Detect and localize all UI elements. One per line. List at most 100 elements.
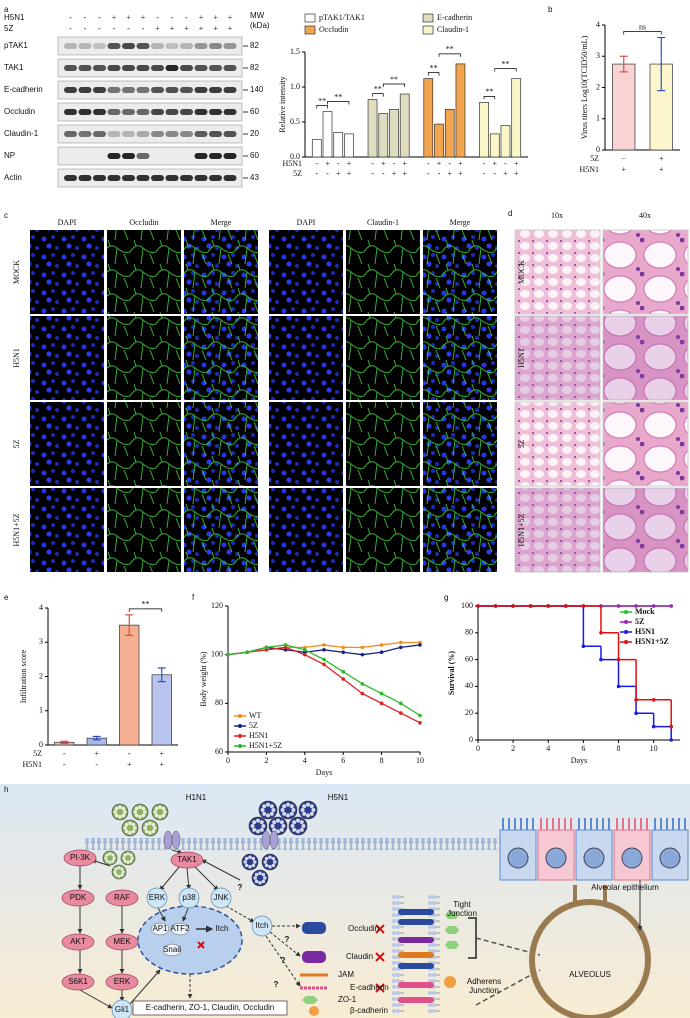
- x-row-label: -: [493, 169, 496, 178]
- y-tick-label: 0: [596, 145, 600, 154]
- virion-spike: [258, 871, 262, 875]
- blot-band: [107, 109, 121, 115]
- y-tick-label: 100: [211, 649, 223, 658]
- blot-strip: [57, 146, 243, 166]
- x-row-label: -: [326, 169, 329, 178]
- x-row-label: +: [447, 169, 452, 178]
- significance-bracket: [382, 83, 406, 87]
- panel-letter: b: [548, 5, 553, 14]
- dapi-stain: [269, 488, 343, 572]
- inhibition-cross: [375, 952, 385, 962]
- question-mark: ?: [281, 956, 286, 965]
- histology-image: [514, 487, 601, 573]
- virion-spike: [286, 802, 290, 807]
- y-tick-label: 4: [596, 20, 600, 29]
- schematic-label: PI-3K: [70, 853, 91, 862]
- virion-spike: [122, 856, 126, 860]
- point: [360, 682, 365, 686]
- legend-swatch: [422, 25, 434, 35]
- virion-spike: [279, 827, 284, 832]
- histology-image: [514, 315, 601, 401]
- x-row-label: -: [315, 159, 318, 168]
- claudin-icon: [302, 951, 326, 963]
- green-stain: [107, 230, 181, 314]
- green-stain: [423, 230, 497, 314]
- virion-spike: [252, 820, 257, 825]
- row-label: H5N1: [12, 348, 21, 368]
- legend-marker: [624, 620, 628, 624]
- mw-header: MW: [250, 11, 265, 20]
- green-stain: [184, 402, 258, 486]
- virion-spike: [254, 872, 259, 877]
- dapi-stain: [269, 402, 343, 486]
- inhibition-cross: [375, 924, 385, 934]
- cilia: [616, 818, 648, 830]
- virion-spike: [148, 831, 152, 835]
- panel-letter: d: [508, 209, 512, 218]
- virion-spike: [299, 827, 304, 832]
- virion-spike: [289, 811, 294, 816]
- virion-spike: [121, 806, 126, 811]
- blot-band: [136, 175, 150, 181]
- virion-spike: [251, 856, 256, 861]
- virion-spike: [309, 811, 314, 816]
- point: [379, 701, 384, 706]
- adherens-icon: [444, 976, 456, 988]
- virion-spike: [121, 813, 126, 818]
- signal-node: [105, 933, 139, 951]
- virion-spike: [134, 806, 139, 811]
- schematic-label: MEK: [113, 937, 131, 946]
- point: [418, 713, 422, 718]
- blot-band: [136, 153, 150, 159]
- point: [418, 721, 422, 725]
- junction-protein: [398, 952, 434, 958]
- virion-spike: [141, 813, 146, 818]
- blot-band: [151, 87, 164, 93]
- bar: [333, 132, 344, 158]
- arrow: [193, 865, 219, 891]
- blot-band: [107, 65, 121, 71]
- x-row-name: H5N1: [282, 159, 302, 168]
- virion-spike: [114, 806, 119, 811]
- blot-strip: [57, 124, 243, 144]
- panel-letter: c: [4, 211, 8, 220]
- point: [651, 698, 656, 702]
- virion-spike: [144, 829, 149, 834]
- bar: [455, 63, 466, 158]
- x-tick-label: 4: [546, 744, 550, 753]
- lane-sign: +: [199, 13, 204, 22]
- blot-band: [194, 43, 208, 49]
- legend-label: Mock: [635, 607, 655, 616]
- virion-spike: [248, 855, 252, 859]
- virion-spike: [309, 804, 314, 809]
- x-row-label: -: [337, 159, 340, 168]
- virion-spike: [133, 810, 137, 814]
- x-tick-label: 2: [264, 756, 268, 765]
- blot-band: [136, 65, 150, 71]
- virion-spike: [111, 853, 115, 857]
- virion-spike: [292, 820, 297, 825]
- factor-node: [150, 922, 170, 936]
- green-stain: [184, 316, 258, 400]
- virion-spike: [128, 831, 132, 835]
- x-row-label: -: [95, 760, 98, 769]
- signal-node: [146, 887, 168, 909]
- virion-spike: [105, 853, 109, 857]
- legend-swatch: [304, 13, 316, 23]
- arrow: [186, 867, 192, 890]
- virion-spike: [105, 859, 109, 863]
- x-row-name: 5Z: [590, 154, 599, 163]
- bar: [399, 93, 410, 158]
- point: [264, 645, 269, 650]
- x-row-label: +: [392, 169, 397, 178]
- virion-spike: [291, 808, 296, 812]
- x-row-name: 5Z: [293, 169, 302, 178]
- bar: [378, 113, 389, 158]
- y-tick-label: 0.5: [290, 117, 300, 126]
- cell-nucleus: [583, 847, 605, 869]
- x-row-label: -: [128, 749, 131, 758]
- blot-band: [209, 65, 222, 71]
- blot-band: [180, 175, 193, 181]
- point: [399, 640, 403, 645]
